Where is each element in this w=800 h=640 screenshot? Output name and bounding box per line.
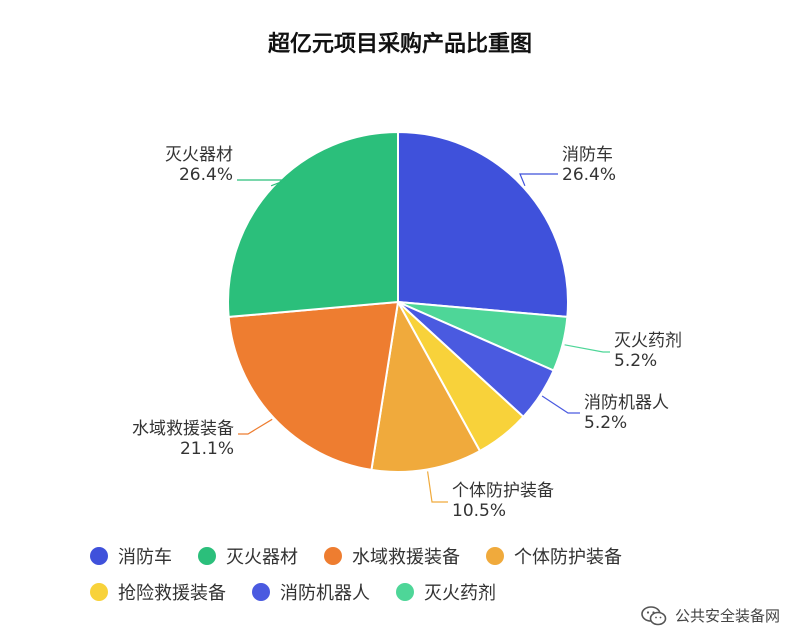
slice-value-label: 21.1%: [180, 439, 234, 459]
legend-item[interactable]: 水域救援装备: [324, 542, 460, 570]
label-leader-line: [237, 179, 287, 187]
label-leader-line: [427, 471, 448, 503]
watermark: 公共安全装备网: [641, 605, 780, 626]
legend-label: 抢险救援装备: [118, 583, 226, 604]
legend-item[interactable]: 抢险救援装备: [90, 578, 226, 606]
slice-value-label: 26.4%: [179, 165, 233, 185]
label-leader-line: [564, 344, 610, 353]
legend-item[interactable]: 消防车: [90, 542, 172, 570]
legend-dot-icon: [324, 547, 342, 565]
watermark-text: 公共安全装备网: [674, 607, 780, 625]
pie-slice: [370, 298, 482, 473]
legend-label: 消防车: [118, 547, 172, 568]
legend-item[interactable]: 灭火器材: [198, 542, 298, 570]
slice-name-label: 消防机器人: [584, 393, 669, 413]
legend-dot-icon: [486, 547, 504, 565]
slice-name-label: 消防车: [562, 145, 613, 165]
pie-slice: [227, 130, 399, 319]
legend-item[interactable]: 个体防护装备: [486, 542, 622, 570]
legend-item[interactable]: 灭火药剂: [396, 578, 496, 606]
slice-value-label: 26.4%: [562, 165, 616, 185]
slice-value-label: 10.5%: [452, 501, 506, 521]
pie-slice: [397, 130, 569, 319]
legend-label: 灭火药剂: [424, 583, 496, 604]
slice-name-label: 灭火器材: [165, 145, 233, 165]
chart-legend: 消防车 灭火器材 水域救援装备 个体防护装备抢险救援装备 消防机器人 灭火药剂: [90, 542, 750, 606]
label-leader-line: [519, 173, 558, 187]
legend-item[interactable]: 消防机器人: [252, 578, 370, 606]
pie-slice: [227, 300, 400, 472]
legend-label: 水域救援装备: [352, 547, 460, 568]
slice-value-label: 5.2%: [584, 413, 627, 433]
legend-label: 灭火器材: [226, 547, 298, 568]
legend-label: 消防机器人: [280, 583, 370, 604]
label-leader-line: [238, 418, 273, 435]
chart-title: 超亿元项目采购产品比重图: [267, 32, 532, 57]
legend-dot-icon: [396, 583, 414, 601]
legend-label: 个体防护装备: [514, 547, 622, 568]
slice-value-label: 5.2%: [614, 351, 657, 371]
legend-dot-icon: [198, 547, 216, 565]
pie-chart: 消防车26.4%灭火药剂5.2%消防机器人5.2%个体防护装备10.5%水域救援…: [132, 130, 682, 521]
legend-dot-icon: [252, 583, 270, 601]
slice-name-label: 个体防护装备: [452, 481, 554, 501]
legend-dot-icon: [90, 547, 108, 565]
legend-dot-icon: [90, 583, 108, 601]
slice-name-label: 水域救援装备: [132, 419, 234, 439]
label-leader-line: [541, 395, 580, 414]
slice-name-label: 灭火药剂: [614, 331, 682, 351]
wechat-icon: [641, 605, 667, 625]
